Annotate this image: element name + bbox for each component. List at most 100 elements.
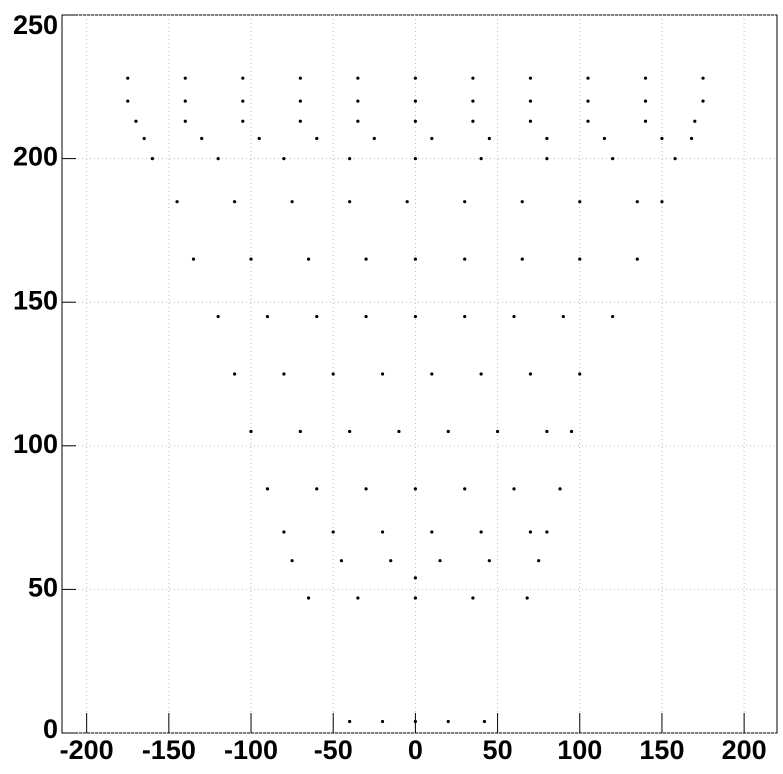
point [525,596,529,600]
point [495,429,500,434]
point [430,530,434,534]
point [413,487,417,491]
point [558,487,562,491]
point [512,487,516,491]
point [348,719,352,724]
point [471,99,475,103]
point [405,200,409,204]
point [282,372,286,376]
point [487,136,491,141]
point [413,596,417,600]
point [356,99,360,103]
point [315,136,319,141]
point [479,530,483,534]
point [298,99,302,103]
point [528,119,533,123]
point [660,200,664,204]
point [249,429,253,434]
point [290,200,294,204]
x-tick-label: 0 [408,735,423,765]
point [331,372,335,376]
point [298,76,302,80]
point [413,576,417,580]
point [257,136,261,141]
y-tick-label: 250 [13,10,58,40]
point [356,596,360,600]
point [471,596,475,600]
point [265,314,270,319]
point [512,314,516,319]
point [183,76,187,80]
point [471,119,475,123]
point [479,372,483,376]
point [479,157,483,161]
point [356,119,360,123]
point [175,200,179,204]
point [545,530,549,534]
point [578,257,582,261]
point [183,119,187,123]
point [191,257,196,261]
point [569,429,574,434]
point [413,76,417,80]
point [413,314,417,319]
point [446,719,450,724]
point [545,429,549,434]
point [372,136,376,141]
point [331,530,335,534]
y-tick-label: 150 [13,285,58,315]
point [643,99,648,103]
y-tick-label: 0 [43,714,58,744]
point [397,429,401,434]
point [413,257,417,261]
point [660,136,664,141]
point [413,99,417,103]
point [561,314,565,319]
x-tick-label: -150 [142,735,196,765]
point [348,157,352,161]
point [364,314,368,319]
x-tick-label: -50 [314,735,353,765]
point [635,200,639,204]
point [389,559,393,563]
point [545,157,549,161]
point [463,314,467,319]
point [364,257,368,261]
x-tick-label: 150 [639,735,684,765]
point [413,157,417,161]
y-tick-label: 100 [13,429,58,459]
y-tick-label: 50 [28,573,58,603]
point [673,157,677,161]
x-tick-label: 50 [483,735,513,765]
point [150,157,155,161]
point [446,429,450,434]
point [463,487,467,491]
point [693,119,697,123]
point [241,119,245,123]
point [611,157,615,161]
point [643,76,648,80]
point [216,157,220,161]
point [183,99,187,103]
point [348,429,352,434]
point [528,99,533,103]
x-tick-label: -100 [224,735,278,765]
point [528,372,533,376]
point [586,76,590,80]
point [282,530,286,534]
point [126,99,130,103]
point [545,136,549,141]
point [315,314,319,319]
point [232,200,237,204]
point [463,257,467,261]
point [438,559,442,563]
plot-frame [61,14,778,734]
point [339,559,344,563]
point [298,119,302,123]
point [282,157,286,161]
x-tick-label: 200 [722,735,767,765]
point [528,530,533,534]
point [520,200,524,204]
